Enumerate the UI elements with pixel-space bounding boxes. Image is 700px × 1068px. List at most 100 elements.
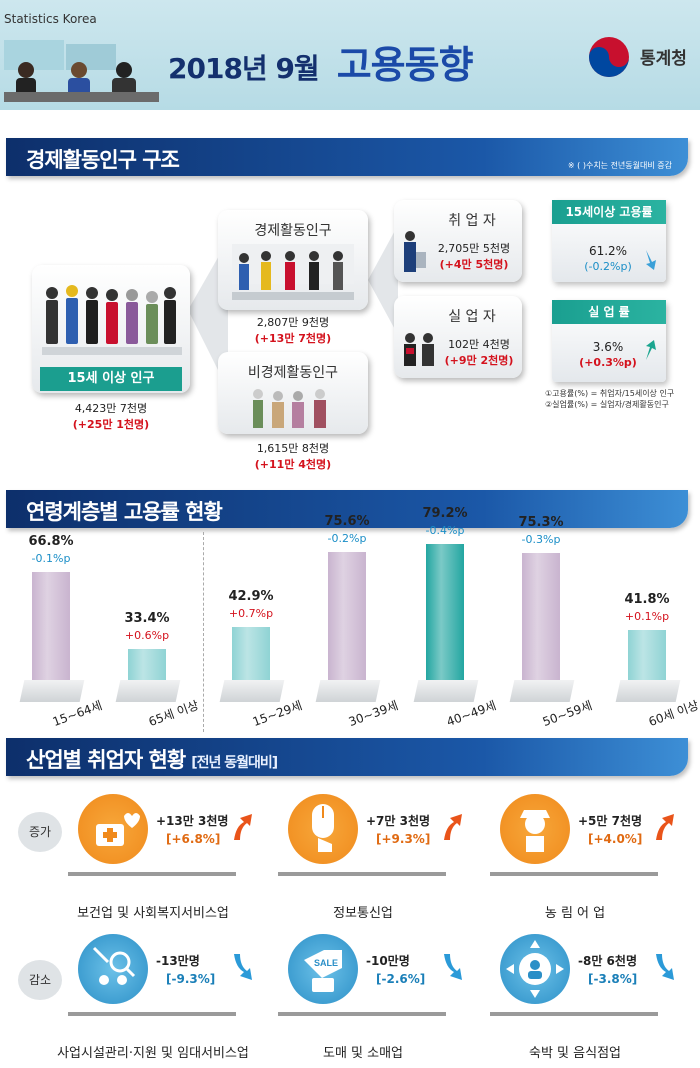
industry-change-value: -8만 6천명 xyxy=(578,954,637,968)
bar-value-label: 79.2% xyxy=(422,505,468,521)
industry-section-title: 산업별 취업자 현황 [전년 동월대비] xyxy=(26,744,278,774)
industry-divider xyxy=(490,872,658,876)
population-card: 15세 이상 인구 xyxy=(32,265,190,393)
age-section-title: 연령계층별 고용률 현황 xyxy=(26,500,223,524)
inactive-population-change: (+11만 4천명) xyxy=(254,458,332,471)
industry-name: 숙박 및 음식점업 xyxy=(529,1046,621,1061)
industry-name: 도매 및 소매업 xyxy=(322,1046,404,1061)
industry-section-sub: [전년 동월대비] xyxy=(191,755,278,771)
active-population-change: (+13만 7천명) xyxy=(254,332,332,345)
industry-change-pct: [+4.0%] xyxy=(588,832,643,846)
bar-change-label: +0.7%p xyxy=(228,607,274,621)
industry-section-main: 산업별 취업자 현황 xyxy=(26,748,186,772)
bar-40~49세 xyxy=(426,543,464,680)
medical-kit-heart-icon xyxy=(78,794,148,864)
industry-change-pct: [-2.6%] xyxy=(376,972,426,986)
population-value: 4,423만 7천명 xyxy=(74,402,148,415)
unemployed-card: 실 업 자 102만 4천명 (+9만 2천명) xyxy=(394,296,522,378)
employment-rate-card: 15세이상 고용률 61.2% (-0.2%p) xyxy=(552,200,666,282)
brand-text: Statistics Korea xyxy=(4,12,97,26)
bar-pedestal xyxy=(509,680,575,702)
trend-up-arrow-icon xyxy=(652,812,676,846)
decrease-tag: 감소 xyxy=(18,960,62,1000)
unemployed-title: 실 업 자 xyxy=(448,309,496,325)
bar-30~39세 xyxy=(328,552,366,680)
population-banner: 15세 이상 인구 xyxy=(40,367,182,391)
chart-divider xyxy=(203,532,204,732)
bar-value-label: 66.8% xyxy=(28,534,74,550)
bar-change-label: -0.4%p xyxy=(425,523,465,537)
structure-section-title: 경제활동인구 구조 xyxy=(26,148,180,172)
footnote-unemployment-rate: ②실업률(%) = 실업자/경제활동인구 xyxy=(545,400,669,409)
industry-change-value: -13만명 xyxy=(156,954,200,968)
bar-value-label: 42.9% xyxy=(228,589,274,605)
industry-divider xyxy=(278,1012,446,1016)
agency-logo-text: 통계청 xyxy=(640,49,687,69)
employment-rate-change: (-0.2%p) xyxy=(584,260,632,273)
industry-divider xyxy=(490,1012,658,1016)
bar-pedestal xyxy=(219,680,285,702)
structure-note: ※ ( )수치는 전년동월대비 증감 xyxy=(567,161,672,170)
workers-illustration xyxy=(232,244,354,300)
employed-value: 2,705만 5천명 xyxy=(437,242,511,255)
industry-change-value: +13만 3천명 xyxy=(156,814,229,828)
trend-up-arrow-icon xyxy=(440,812,464,846)
industry-name: 정보통신업 xyxy=(333,906,393,921)
bar-60세 이상 xyxy=(628,629,666,680)
trend-down-arrow-icon xyxy=(230,952,254,986)
arrow-up-icon xyxy=(646,340,656,360)
bar-value-label: 75.6% xyxy=(324,514,370,530)
bar-15~29세 xyxy=(232,627,270,680)
bar-50~59세 xyxy=(522,552,560,680)
farmer-icon xyxy=(500,794,570,864)
bar-pedestal xyxy=(115,680,181,702)
industry-divider xyxy=(68,872,236,876)
active-population-value: 2,807만 9천명 xyxy=(256,316,330,329)
bar-change-label: -0.1%p xyxy=(31,552,71,566)
active-population-title: 경제활동인구 xyxy=(254,223,332,239)
industry-section-bar: 산업별 취업자 현황 [전년 동월대비] xyxy=(6,738,688,776)
inactive-population-title: 비경제활동인구 xyxy=(247,365,339,381)
mouse-hand-icon xyxy=(288,794,358,864)
industry-change-pct: [+6.8%] xyxy=(166,832,221,846)
inactive-population-card: 비경제활동인구 xyxy=(218,352,368,434)
bar-pedestal xyxy=(413,680,479,702)
bar-value-label: 75.3% xyxy=(518,514,564,530)
bar-pedestal xyxy=(19,680,85,702)
structure-section-bar: 경제활동인구 구조 ※ ( )수치는 전년동월대비 증감 xyxy=(6,138,688,176)
employment-rate-banner: 15세이상 고용률 xyxy=(552,200,666,224)
employed-title: 취 업 자 xyxy=(448,213,496,229)
title-prefix: 2018년 9월 xyxy=(168,52,320,85)
footnote-employment-rate: ①고용률(%) = 취업자/15세이상 인구 xyxy=(545,389,675,398)
unemployment-rate-value: 3.6% xyxy=(592,340,624,354)
arrow-down-icon xyxy=(646,250,656,270)
bar-change-label: +0.6%p xyxy=(124,629,170,643)
page-title: 2018년 9월 고용동향 xyxy=(168,34,474,89)
industry-change-pct: [+9.3%] xyxy=(376,832,431,846)
header: Statistics Korea 2018년 9월 고용동향 통계청 xyxy=(0,0,700,110)
bar-change-label: -0.2%p xyxy=(327,532,367,546)
trend-down-arrow-icon xyxy=(440,952,464,986)
person-arrows-icon xyxy=(500,934,570,1004)
bar-change-label: -0.3%p xyxy=(521,532,561,546)
population-change: (+25만 1천명) xyxy=(72,418,150,431)
age-section-bar: 연령계층별 고용률 현황 xyxy=(6,490,688,528)
korea-emblem-icon xyxy=(589,37,629,77)
unemployed-value: 102만 4천명 xyxy=(448,338,510,351)
increase-tag: 증가 xyxy=(18,812,62,852)
bar-value-label: 33.4% xyxy=(124,611,170,627)
connector-wedge-right xyxy=(368,225,398,335)
job-seekers-icon xyxy=(404,333,434,366)
unemployment-rate-change: (+0.3%p) xyxy=(579,356,637,369)
industry-change-value: +5만 7천명 xyxy=(578,814,643,828)
active-population-card: 경제활동인구 xyxy=(218,210,368,310)
inactive-population-value: 1,615만 8천명 xyxy=(256,442,330,455)
trend-up-arrow-icon xyxy=(230,812,254,846)
unemployed-change: (+9만 2천명) xyxy=(444,354,514,367)
population-people-illustration xyxy=(42,285,182,355)
bar-65세 이상 xyxy=(128,649,166,680)
svg-text:SALE: SALE xyxy=(314,958,338,968)
industry-name: 보건업 및 사회복지서비스업 xyxy=(77,906,229,921)
industry-change-value: -10만명 xyxy=(366,954,410,968)
elderly-people-illustration xyxy=(253,389,326,428)
